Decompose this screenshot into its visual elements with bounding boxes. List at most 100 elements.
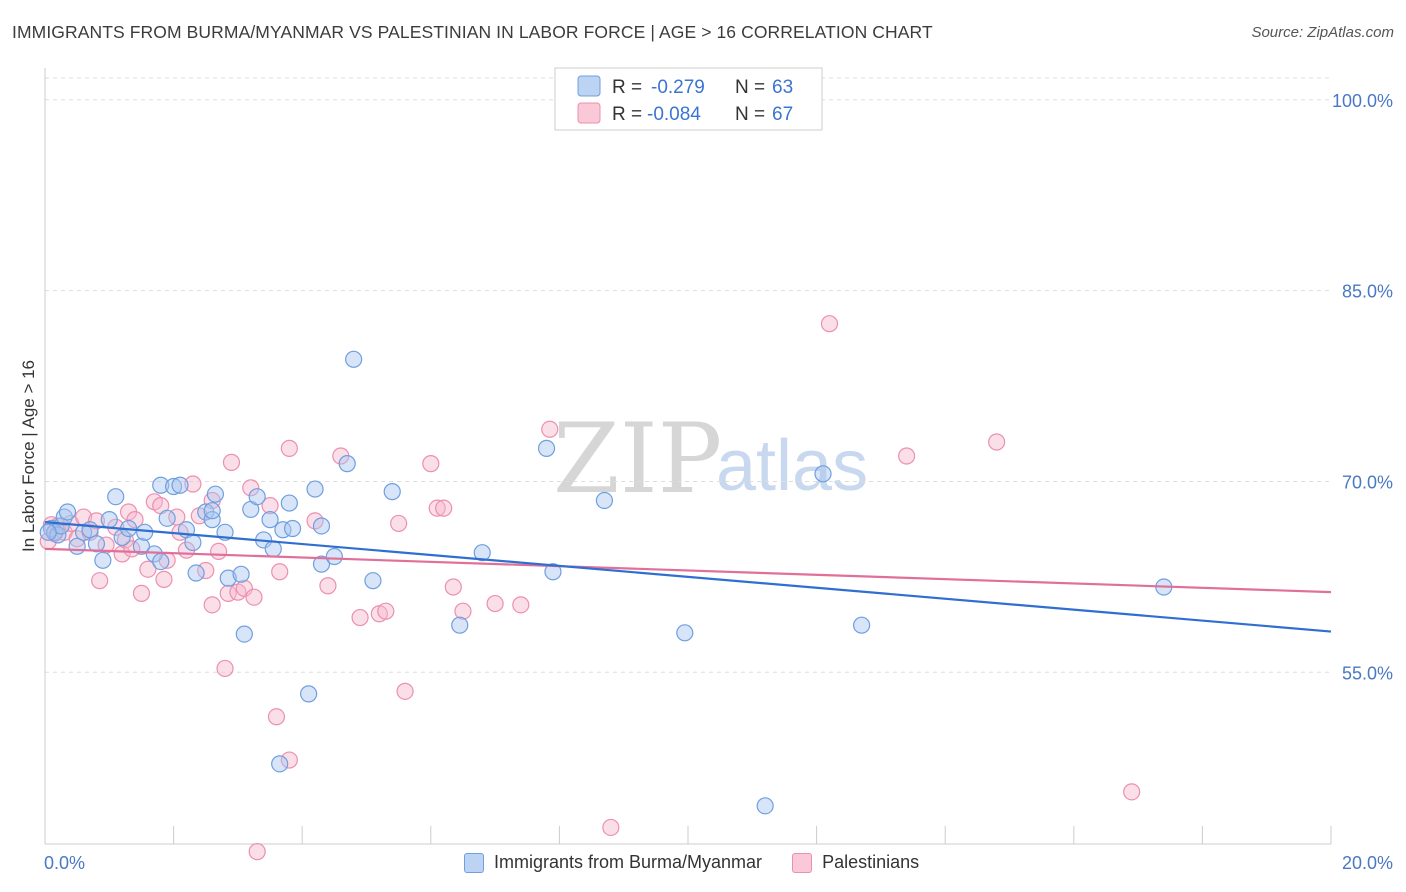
y-axis-label: In Labor Force | Age > 16	[19, 360, 38, 552]
legend-label-palestinians: Palestinians	[822, 852, 920, 872]
palestinians-point-42	[271, 563, 289, 581]
burma-point-60	[853, 616, 871, 634]
palestinians-point-17	[126, 511, 144, 529]
correlation-legend: R = -0.279 N = 63 R = -0.084 N = 67	[554, 67, 823, 131]
trendline-burma	[44, 521, 1332, 633]
burma-point-59	[814, 465, 832, 483]
palestinians-point-56	[444, 578, 462, 596]
burma-point-45	[312, 517, 331, 535]
palestinians-point-60	[541, 420, 559, 438]
trend-lines	[44, 521, 1332, 633]
palestinians-point-39	[245, 588, 263, 606]
burma-point-41	[280, 494, 298, 512]
burma-point-27	[203, 511, 221, 529]
burma-point-12	[107, 488, 125, 506]
burma-point-57	[676, 624, 694, 642]
burma-point-50	[364, 572, 382, 590]
burma-point-10	[94, 551, 112, 569]
burma-point-25	[187, 564, 205, 582]
palestinians-point-29	[197, 561, 215, 580]
legend-n-value-1: 63	[772, 77, 793, 98]
burma-point-24	[184, 533, 202, 552]
palestinians-point-18	[132, 584, 151, 602]
legend-n-label-2: N =	[735, 104, 765, 125]
series-burma-points	[39, 350, 1173, 815]
legend-r-label-1: R =	[612, 77, 642, 98]
palestinians-point-55	[435, 499, 453, 517]
burma-point-62	[39, 523, 57, 541]
burma-point-55	[544, 563, 562, 581]
burma-point-48	[338, 455, 356, 473]
palestinians-point-33	[216, 659, 234, 678]
burma-point-2	[49, 526, 67, 544]
burma-point-32	[232, 565, 250, 583]
palestinians-point-32	[210, 542, 228, 561]
burma-point-28	[203, 502, 221, 520]
burma-point-4	[55, 508, 73, 526]
burma-point-22	[171, 476, 189, 494]
series-palestinians-points	[39, 315, 1141, 861]
burma-point-53	[473, 544, 491, 562]
burma-point-16	[136, 523, 154, 541]
legend-swatch-pink	[577, 102, 601, 124]
legend-swatch-blue	[577, 75, 601, 97]
palestinians-point-43	[280, 751, 298, 769]
legend-swatch-palestinians	[792, 852, 813, 873]
burma-point-37	[261, 511, 279, 529]
legend-n-value-2: 67	[772, 104, 793, 125]
burma-point-19	[152, 476, 170, 494]
palestinians-point-50	[377, 602, 395, 620]
burma-point-9	[87, 535, 106, 553]
burma-point-38	[264, 540, 282, 558]
palestinians-point-61	[602, 818, 620, 837]
burma-point-56	[595, 491, 614, 510]
palestinians-point-22	[155, 570, 173, 588]
x-tick-label-max: 20.0%	[1342, 853, 1393, 873]
palestinians-point-51	[390, 514, 408, 533]
legend-swatch-burma	[464, 852, 484, 873]
palestinians-point-65	[1123, 783, 1141, 801]
legend-item-palestinians[interactable]: Palestinians	[792, 852, 919, 873]
burma-point-20	[158, 509, 176, 527]
burma-point-42	[283, 519, 302, 538]
burma-point-33	[235, 625, 253, 643]
palestinians-point-40	[261, 497, 279, 515]
palestinians-point-9	[87, 512, 106, 530]
palestinians-point-10	[91, 572, 109, 590]
palestinians-point-59	[512, 596, 530, 614]
palestinians-point-19	[139, 560, 157, 578]
trendline-palestinians	[44, 547, 1332, 594]
watermark-zip: ZIP	[553, 403, 722, 515]
legend-r-value-2: -0.084	[647, 104, 701, 125]
legend-n-label-1: N =	[735, 77, 765, 98]
burma-point-35	[248, 488, 266, 506]
palestinians-point-41	[267, 708, 286, 726]
palestinians-point-35	[222, 453, 241, 471]
burma-point-15	[132, 537, 151, 555]
y-tick-label-100: 100.0%	[1332, 91, 1393, 111]
palestinians-point-58	[486, 594, 504, 613]
palestinians-point-27	[184, 475, 202, 493]
burma-point-52	[451, 616, 469, 634]
legend-item-burma[interactable]: Immigrants from Burma/Myanmar	[464, 852, 762, 873]
palestinians-point-54	[428, 499, 446, 517]
legend-r-value-1: -0.279	[651, 77, 705, 98]
y-tick-labels: 55.0% 70.0% 85.0% 100.0%	[1332, 91, 1393, 683]
burma-point-21	[165, 477, 183, 496]
palestinians-point-66	[248, 843, 266, 861]
burma-point-43	[300, 685, 318, 703]
legend-label-burma: Immigrants from Burma/Myanmar	[494, 852, 763, 872]
source-credit: Source: ZipAtlas.com	[1251, 24, 1394, 41]
watermark: ZIP atlas	[553, 403, 868, 515]
x-ticks	[173, 826, 1332, 844]
palestinians-point-46	[319, 577, 337, 595]
burma-point-40	[271, 755, 289, 773]
burma-point-54	[537, 439, 556, 457]
watermark-atlas: atlas	[716, 426, 868, 506]
palestinians-point-64	[988, 433, 1006, 451]
burma-point-44	[306, 480, 324, 498]
burma-point-29	[206, 485, 224, 503]
palestinians-point-63	[898, 447, 916, 465]
palestinians-point-57	[454, 602, 472, 620]
